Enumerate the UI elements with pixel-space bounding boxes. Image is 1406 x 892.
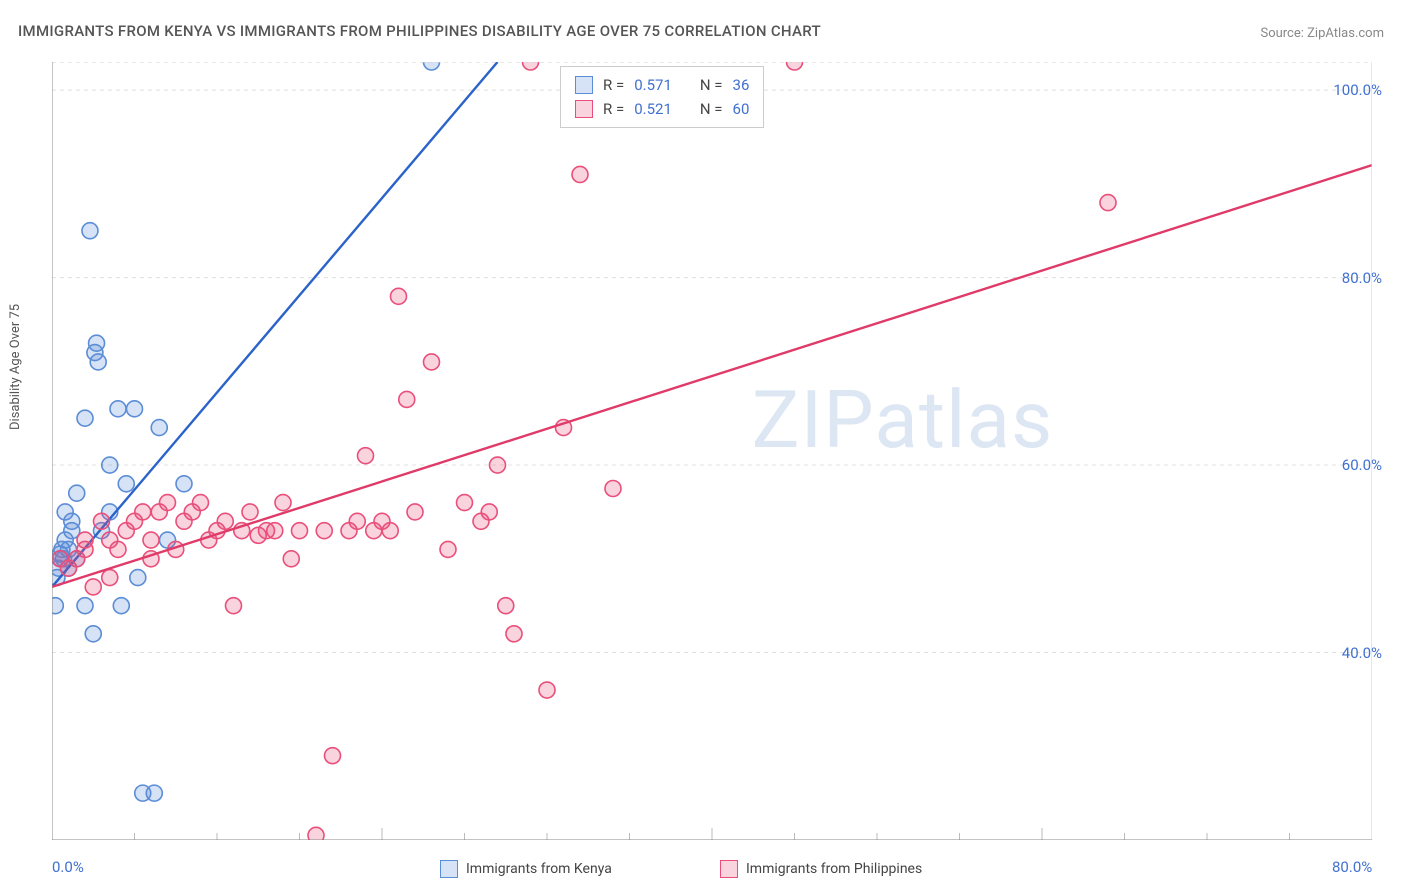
legend-label: Immigrants from Kenya — [466, 861, 612, 877]
stat-legend-row: R = 0.521 N = 60 — [575, 97, 749, 121]
y-tick-label: 60.0% — [1342, 456, 1382, 474]
stat-N-prefix: N = — [700, 73, 723, 97]
y-tick-label: 100.0% — [1333, 81, 1382, 99]
stat-N-value: 36 — [733, 73, 750, 97]
legend-label: Immigrants from Philippines — [746, 861, 922, 877]
x-tick-label: 0.0% — [52, 858, 84, 876]
legend-bottom-item: Immigrants from Philippines — [720, 860, 922, 878]
y-axis-label: Disability Age Over 75 — [8, 304, 23, 430]
stat-R-value: 0.521 — [634, 97, 672, 121]
stat-N-prefix: N = — [700, 97, 723, 121]
stat-R-prefix: R = — [603, 73, 624, 97]
y-tick-label: 40.0% — [1342, 644, 1382, 662]
scatter-plot — [52, 62, 1372, 840]
legend-swatch — [575, 100, 593, 118]
chart-frame: IMMIGRANTS FROM KENYA VS IMMIGRANTS FROM… — [0, 0, 1406, 892]
source-label: Source: ZipAtlas.com — [1260, 26, 1384, 41]
stat-N-value: 60 — [733, 97, 750, 121]
chart-title: IMMIGRANTS FROM KENYA VS IMMIGRANTS FROM… — [18, 22, 821, 40]
stat-R-value: 0.571 — [634, 73, 672, 97]
y-tick-label: 80.0% — [1342, 269, 1382, 287]
stat-legend: R = 0.571 N = 36 R = 0.521 N = 60 — [560, 66, 764, 128]
legend-swatch — [575, 76, 593, 94]
legend-swatch — [720, 860, 738, 878]
legend-swatch — [440, 860, 458, 878]
x-tick-label: 80.0% — [1332, 858, 1372, 876]
stat-legend-row: R = 0.571 N = 36 — [575, 73, 749, 97]
stat-R-prefix: R = — [603, 97, 624, 121]
legend-bottom-item: Immigrants from Kenya — [440, 860, 612, 878]
